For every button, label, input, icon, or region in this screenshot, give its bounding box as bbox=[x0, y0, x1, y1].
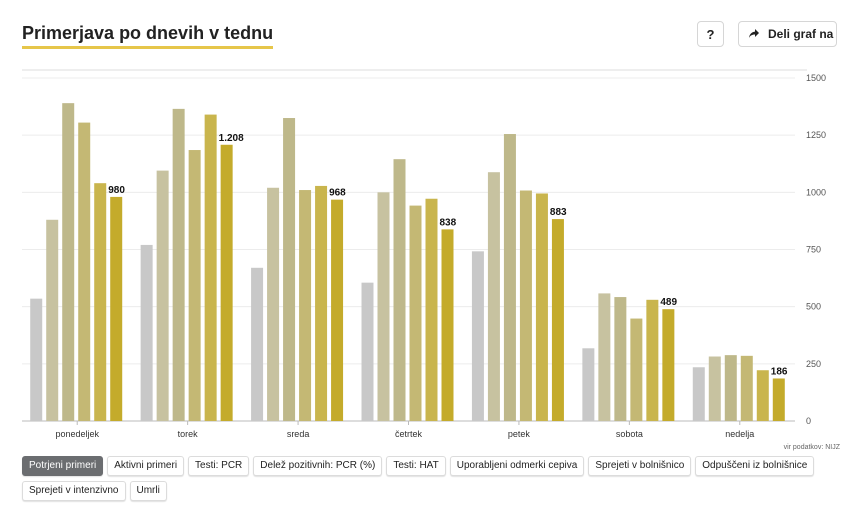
bar[interactable] bbox=[519, 190, 532, 421]
x-tick-label: sobota bbox=[616, 429, 643, 439]
tab-potrjeni-primeri[interactable]: Potrjeni primeri bbox=[22, 456, 104, 476]
y-tick-label: 1000 bbox=[806, 187, 826, 197]
bar[interactable] bbox=[30, 298, 43, 421]
data-label: 186 bbox=[771, 366, 788, 377]
bar[interactable] bbox=[267, 187, 280, 421]
bar[interactable] bbox=[630, 318, 643, 421]
bar[interactable] bbox=[487, 172, 500, 421]
data-label: 1.208 bbox=[219, 133, 244, 144]
bar[interactable] bbox=[315, 185, 328, 421]
metric-tabs: Potrjeni primeri Aktivni primeri Testi: PC… bbox=[22, 456, 842, 501]
bar[interactable] bbox=[425, 198, 438, 421]
bar[interactable] bbox=[646, 299, 659, 421]
bar[interactable] bbox=[740, 355, 753, 421]
tab-aktivni-primeri[interactable]: Aktivni primeri bbox=[107, 456, 185, 476]
data-label: 980 bbox=[108, 185, 125, 196]
tab-delež-pozitivnih-pcr[interactable]: Delež pozitivnih: PCR (%) bbox=[253, 456, 383, 476]
bar[interactable] bbox=[78, 122, 91, 421]
bar[interactable] bbox=[598, 293, 611, 421]
x-tick-label: torek bbox=[178, 429, 199, 439]
x-tick-label: ponedeljek bbox=[55, 429, 99, 439]
bar[interactable] bbox=[156, 170, 169, 421]
x-tick-label: petek bbox=[508, 429, 531, 439]
y-tick-label: 250 bbox=[806, 359, 821, 369]
tab-odpuščeni-iz-bolnišnice[interactable]: Odpuščeni iz bolnišnice bbox=[695, 456, 815, 476]
y-tick-label: 1250 bbox=[806, 130, 826, 140]
bar[interactable] bbox=[409, 205, 422, 421]
data-label: 489 bbox=[660, 297, 677, 308]
data-label: 968 bbox=[329, 188, 346, 199]
y-tick-label: 1500 bbox=[806, 73, 826, 83]
bar[interactable] bbox=[204, 114, 217, 421]
bar[interactable] bbox=[772, 378, 785, 421]
bar[interactable] bbox=[283, 118, 296, 422]
bar[interactable] bbox=[299, 190, 312, 421]
bar[interactable] bbox=[62, 103, 75, 422]
bar[interactable] bbox=[361, 282, 374, 421]
bar[interactable] bbox=[188, 150, 201, 421]
bar-chart: 980 1.208 968 838 883 489 186 ponedeljek torek s… bbox=[22, 69, 826, 439]
bar[interactable] bbox=[724, 355, 737, 421]
bar[interactable] bbox=[708, 356, 721, 421]
bar[interactable] bbox=[46, 219, 59, 421]
y-tick-label: 500 bbox=[806, 302, 821, 312]
bar[interactable] bbox=[331, 199, 344, 421]
bar[interactable] bbox=[172, 108, 185, 422]
chart-title: Primerjava po dnevih v tednu bbox=[22, 23, 274, 49]
bar[interactable] bbox=[614, 297, 627, 421]
x-tick-label: nedelja bbox=[725, 429, 754, 439]
bar[interactable] bbox=[110, 196, 123, 421]
data-label: 838 bbox=[440, 217, 457, 228]
bar[interactable] bbox=[140, 244, 153, 421]
y-axis: 0 250 500 750 1000 1250 1500 bbox=[806, 73, 826, 426]
tab-sprejeti-v-intenzivno[interactable]: Sprejeti v intenzivno bbox=[22, 481, 126, 501]
bars bbox=[30, 103, 785, 422]
share-button[interactable]: Deli graf na bbox=[738, 21, 837, 47]
bar[interactable] bbox=[471, 251, 484, 421]
x-tick-label: četrtek bbox=[395, 429, 423, 439]
bar[interactable] bbox=[441, 229, 454, 421]
bar[interactable] bbox=[503, 134, 516, 422]
tab-uporabljeni-odmerki-cepiva[interactable]: Uporabljeni odmerki cepiva bbox=[449, 456, 585, 476]
bar[interactable] bbox=[551, 219, 564, 421]
tab-testi-pcr[interactable]: Testi: PCR bbox=[188, 456, 250, 476]
y-tick-label: 750 bbox=[806, 245, 821, 255]
bar[interactable] bbox=[220, 144, 233, 421]
share-arrow-icon bbox=[748, 28, 760, 40]
bar[interactable] bbox=[535, 193, 548, 421]
y-tick-label: 0 bbox=[806, 416, 811, 426]
bar[interactable] bbox=[582, 348, 595, 421]
tab-umrli[interactable]: Umrli bbox=[129, 481, 167, 501]
source-note: vir podatkov: NIJZ bbox=[783, 444, 840, 451]
tab-sprejeti-v-bolnišnico[interactable]: Sprejeti v bolnišnico bbox=[588, 456, 692, 476]
bar[interactable] bbox=[662, 309, 675, 421]
tab-testi-hat[interactable]: Testi: HAT bbox=[386, 456, 446, 476]
x-axis: ponedeljek torek sreda četrtek petek sobota ne… bbox=[55, 421, 754, 439]
data-label: 883 bbox=[550, 207, 567, 218]
data-labels: 980 1.208 968 838 883 489 186 bbox=[108, 133, 788, 378]
bar[interactable] bbox=[393, 159, 406, 421]
bar[interactable] bbox=[251, 267, 264, 421]
bar[interactable] bbox=[377, 192, 390, 421]
share-button-label: Deli graf na bbox=[768, 27, 834, 41]
bar[interactable] bbox=[692, 367, 705, 421]
bar[interactable] bbox=[756, 370, 769, 421]
help-button[interactable]: ? bbox=[697, 21, 724, 47]
x-tick-label: sreda bbox=[287, 429, 310, 439]
bar[interactable] bbox=[94, 183, 107, 421]
